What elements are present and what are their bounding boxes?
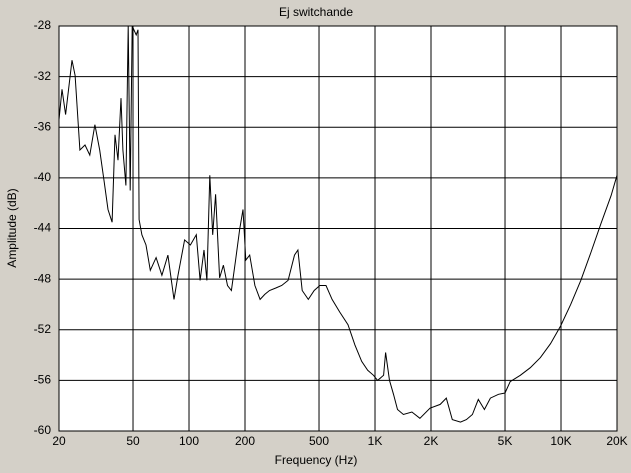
x-tick-label: 200 [235, 434, 255, 448]
x-tick-label: 20K [606, 434, 627, 448]
x-tick-label: 2K [424, 434, 439, 448]
y-tick-label: -36 [34, 119, 52, 133]
y-tick-label: -32 [34, 69, 52, 83]
chart-title: Ej switchande [279, 5, 353, 19]
x-tick-label: 50 [126, 434, 140, 448]
x-tick-label: 20 [52, 434, 66, 448]
y-tick-label: -56 [34, 373, 52, 387]
y-tick-label: -48 [34, 271, 52, 285]
x-axis-label: Frequency (Hz) [275, 453, 358, 467]
y-tick-label: -44 [34, 221, 52, 235]
plot-border [58, 25, 618, 432]
x-tick-label: 5K [498, 434, 513, 448]
x-tick-label: 100 [179, 434, 199, 448]
data-line [58, 25, 618, 423]
y-tick-label: -52 [34, 322, 52, 336]
y-tick-label: -60 [34, 423, 52, 437]
y-tick-label: -40 [34, 170, 52, 184]
y-tick-label: -28 [34, 18, 52, 32]
x-tick-label: 1K [368, 434, 383, 448]
x-tick-label: 10K [550, 434, 571, 448]
x-tick-label: 500 [309, 434, 329, 448]
y-axis-label: Amplitude (dB) [5, 188, 19, 267]
